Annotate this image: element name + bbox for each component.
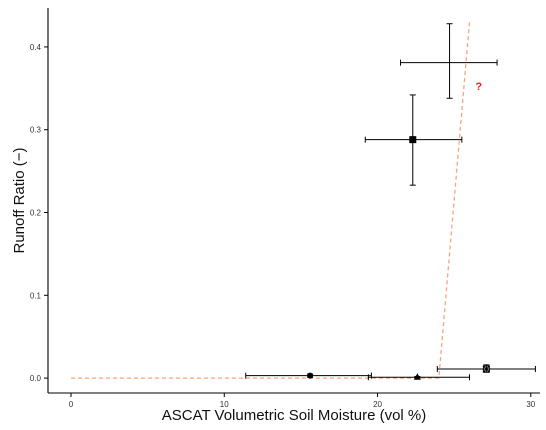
y-tick-label: 0.3 <box>30 126 42 135</box>
data-point <box>436 364 536 373</box>
fit-line <box>70 22 471 379</box>
x-tick-label: 10 <box>220 400 229 409</box>
y-axis-label: Runoff Ratio (−) <box>11 147 28 253</box>
x-axis-label: ASCAT Volumetric Soil Moisture (vol %) <box>162 407 427 424</box>
triangle-marker <box>413 373 421 380</box>
square-x-marker <box>482 365 490 373</box>
x-tick-label: 20 <box>373 400 382 409</box>
y-tick-label: 0.4 <box>30 43 42 52</box>
axis-labels: ASCAT Volumetric Soil Moisture (vol %) R… <box>11 81 482 424</box>
axes: 0 10 20 30 0.0 0.1 0.2 0.3 0.4 <box>30 8 540 409</box>
square-marker <box>409 136 417 144</box>
data-point <box>245 372 372 379</box>
data-points <box>245 23 536 381</box>
y-tick-label: 0.1 <box>30 291 42 300</box>
y-tick-label: 0.0 <box>30 374 42 383</box>
question-annotation: ? <box>475 81 482 93</box>
square-x-cross <box>483 365 490 373</box>
fit-line-group <box>70 22 471 379</box>
y-tick-label: 0.2 <box>30 209 42 218</box>
data-point <box>367 373 470 381</box>
x-tick-label: 30 <box>526 400 535 409</box>
circle-marker <box>307 372 314 379</box>
data-point <box>364 94 463 186</box>
data-point <box>400 23 498 99</box>
x-tick-label: 0 <box>69 400 74 409</box>
